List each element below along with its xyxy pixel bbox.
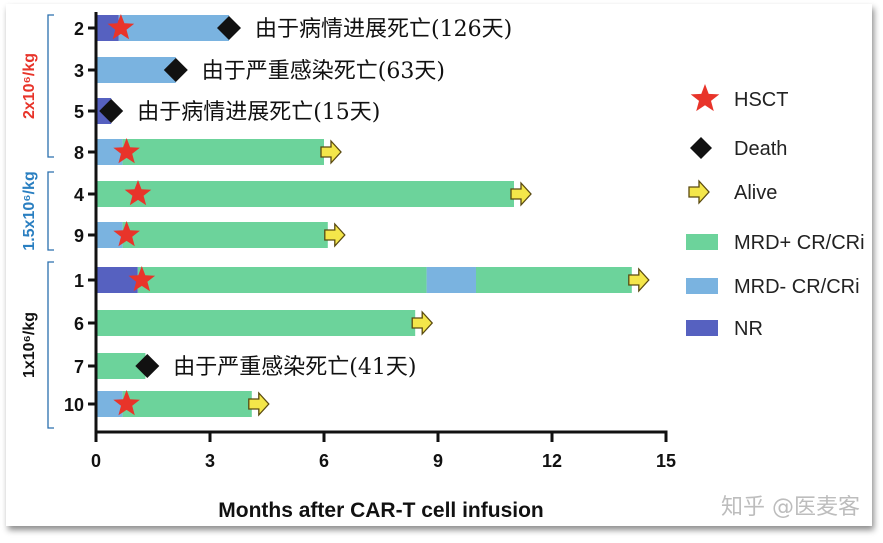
alive-arrow-icon: [248, 391, 270, 417]
legend-label: Alive: [734, 182, 777, 204]
bar-segment: [426, 267, 476, 293]
legend-swatch: [686, 234, 718, 250]
bar-segment: [96, 267, 138, 293]
hsct-star-icon: [113, 138, 140, 164]
legend-label: HSCT: [734, 89, 788, 111]
patient-label: 1: [74, 271, 84, 291]
bar-segment: [96, 181, 514, 207]
x-tick-label: 3: [205, 451, 215, 471]
hsct-star-icon: [124, 180, 152, 206]
hsct-star-icon: [128, 266, 156, 292]
bar-segment: [137, 267, 427, 293]
alive-arrow-icon: [411, 310, 434, 336]
group-bracket: [47, 14, 54, 158]
death-annotation: 由于病情进展死亡(15天): [137, 100, 380, 125]
bar-segment: [96, 57, 176, 83]
legend-label: MRD+ CR/CRi: [734, 232, 865, 254]
death-annotation: 由于严重感染死亡(41天): [173, 355, 416, 380]
patient-label: 3: [74, 61, 84, 81]
death-diamond-icon: [163, 58, 188, 82]
bar-segment: [96, 15, 119, 41]
hsct-star-icon: [113, 221, 140, 247]
death-diamond-icon: [217, 16, 241, 40]
group-label: 2x10⁶/kg: [21, 53, 38, 119]
death-annotation: 由于严重感染死亡(63天): [202, 59, 445, 84]
bar-segment: [122, 222, 328, 248]
bar-segment: [122, 391, 252, 417]
legend-swatch: [686, 278, 718, 294]
alive-arrow-icon: [320, 139, 342, 165]
patient-label: 2: [74, 19, 84, 39]
alive-arrow-icon: [324, 222, 346, 248]
death-annotation: 由于病情进展死亡(126天): [255, 17, 512, 42]
x-tick-label: 0: [91, 451, 101, 471]
patient-label: 8: [74, 143, 84, 163]
alive-arrow-icon: [628, 267, 650, 293]
group-bracket: [47, 171, 54, 251]
bar-segment: [476, 267, 632, 293]
patient-label: 9: [74, 226, 84, 246]
hsct-star-icon: [107, 14, 135, 40]
patient-label: 5: [74, 102, 84, 122]
bar-segment: [96, 139, 123, 165]
death-diamond-icon: [690, 137, 712, 159]
x-tick-label: 6: [319, 451, 329, 471]
bar-segment: [96, 222, 123, 248]
legend-label: MRD- CR/CRi: [734, 276, 860, 298]
legend-label: NR: [734, 318, 763, 340]
patient-label: 4: [74, 185, 84, 205]
group-label: 1.5x10⁶/kg: [21, 171, 38, 250]
x-tick-label: 15: [656, 451, 676, 471]
x-tick-label: 9: [433, 451, 443, 471]
patient-label: 10: [64, 395, 84, 415]
bar-segment: [118, 15, 229, 41]
death-diamond-icon: [135, 354, 160, 378]
bar-segment: [122, 139, 324, 165]
bar-segment: [96, 310, 416, 336]
group-label: 1x10⁶/kg: [21, 312, 38, 378]
legend-label: Death: [734, 138, 787, 160]
x-axis-title: Months after CAR-T cell infusion: [218, 499, 544, 522]
patient-label: 6: [74, 314, 84, 334]
x-tick-label: 12: [542, 451, 562, 471]
legend-swatch: [686, 320, 718, 336]
bar-segment: [96, 391, 123, 417]
patient-label: 7: [74, 357, 84, 377]
hsct-star-icon: [690, 84, 720, 112]
alive-arrow-icon: [510, 181, 532, 207]
alive-arrow-icon: [688, 179, 710, 205]
group-bracket: [47, 261, 54, 429]
hsct-star-icon: [113, 390, 140, 416]
watermark: 知乎 @医麦客: [721, 495, 860, 520]
death-diamond-icon: [99, 99, 124, 123]
